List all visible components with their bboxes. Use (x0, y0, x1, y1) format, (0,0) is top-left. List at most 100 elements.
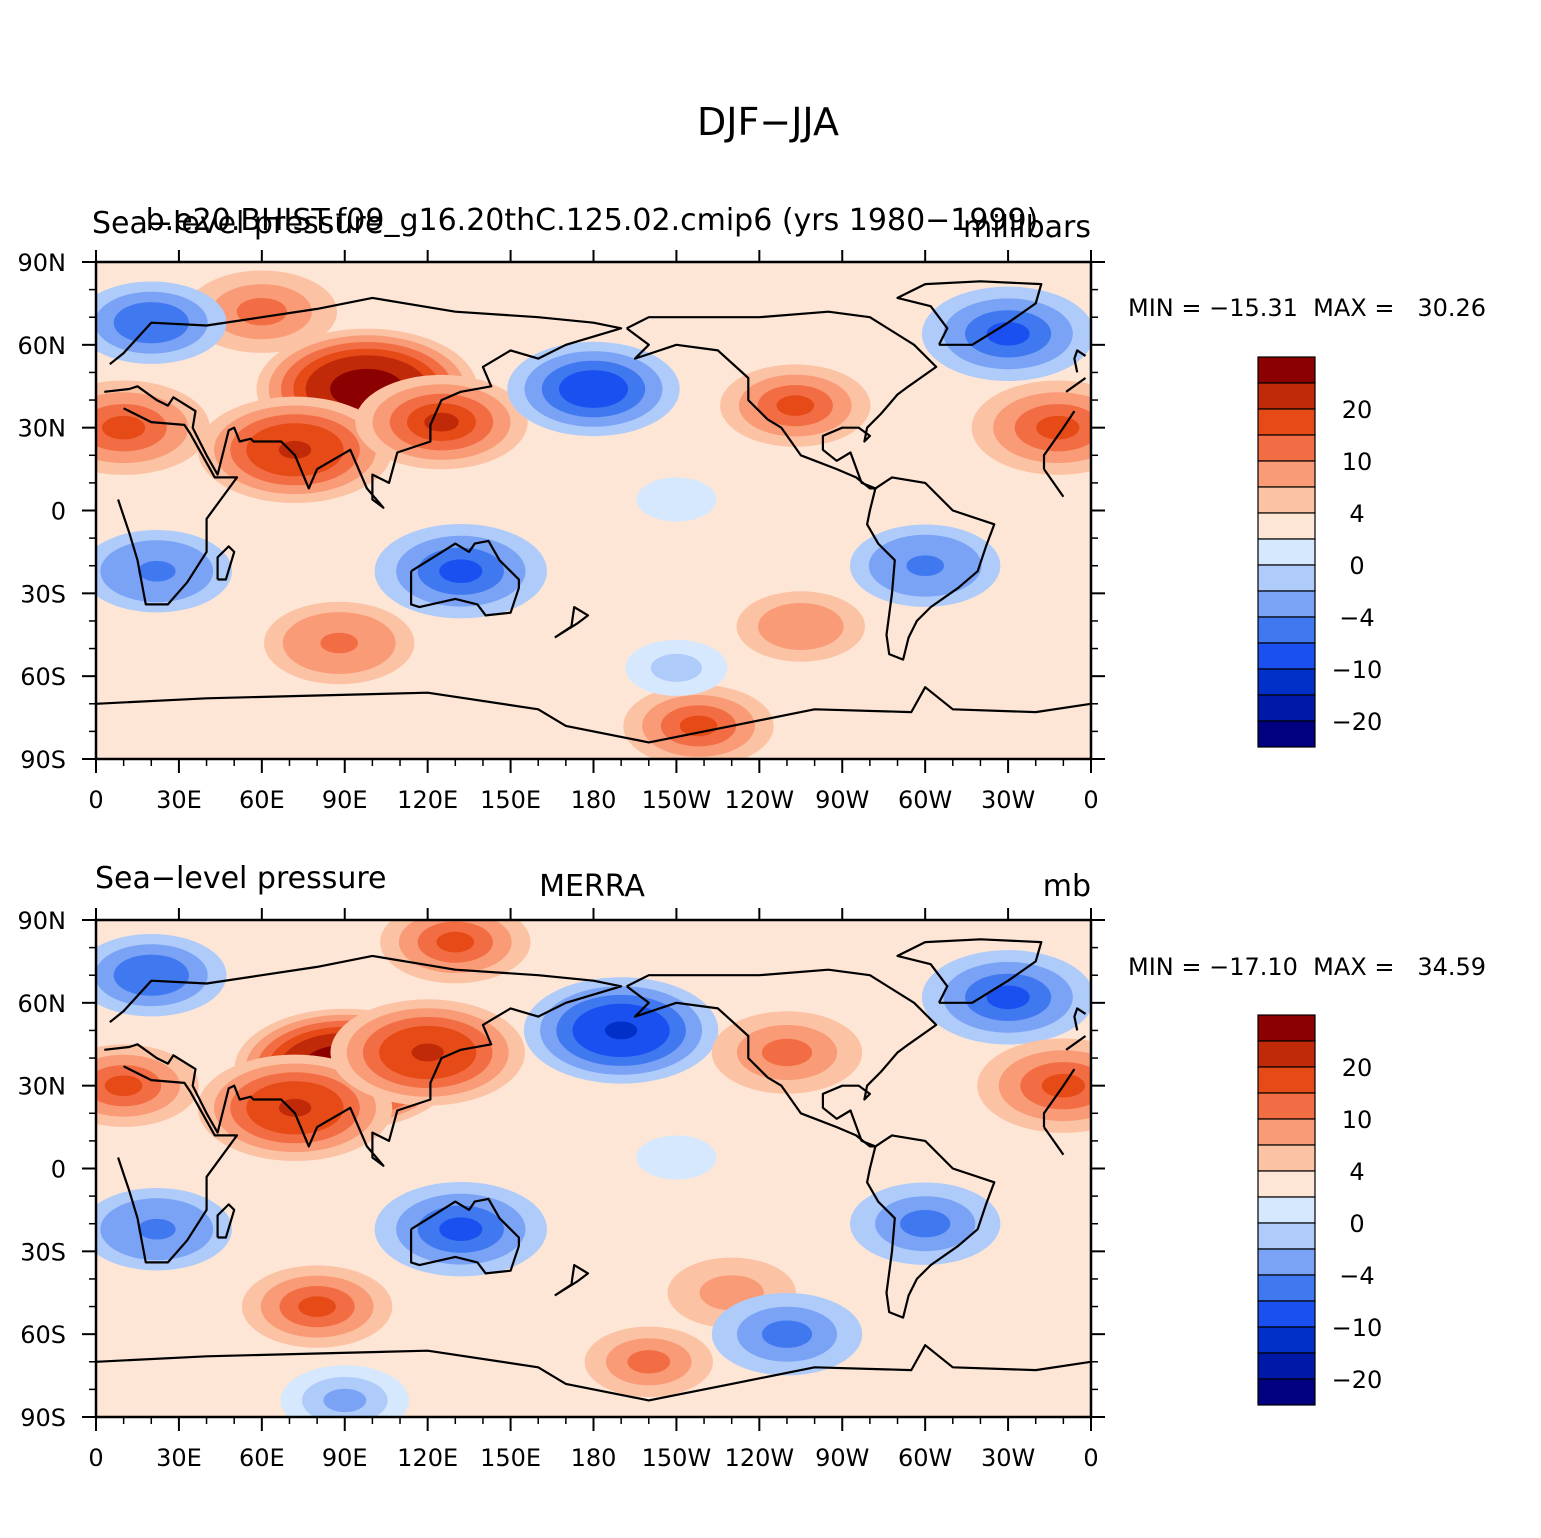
colorbar-label: 20 (1342, 1054, 1373, 1082)
colorbar-swatch (1257, 434, 1316, 462)
y-tick-label: 90N (18, 907, 67, 935)
field-contour (906, 555, 944, 576)
panel-2: Sea−level pressure MERRA mb 0 30E 60E 90E 12… (18, 861, 1487, 1472)
colorbar-swatch (1257, 1378, 1316, 1406)
panel-2-field (96, 920, 1091, 1417)
field-contour (776, 395, 815, 416)
field-contour (604, 1021, 638, 1040)
colorbar-label: 10 (1342, 448, 1373, 476)
field-contour (439, 559, 483, 583)
x-tick-label: 150E (480, 786, 541, 814)
x-tick-label: 120E (397, 1444, 458, 1472)
panel-1-axes: 0 30E 60E 90E 120E 150E 180 150W 120W 90W 60W 30W 09… (18, 249, 1105, 814)
x-tick-label: 90E (322, 1444, 368, 1472)
colorbar-swatch (1257, 460, 1316, 488)
y-tick-label: 0 (51, 498, 66, 526)
field-contour (436, 931, 475, 953)
colorbar-swatch (1257, 642, 1316, 670)
colorbar-swatch (1257, 694, 1316, 722)
x-tick-label: 0 (1083, 786, 1098, 814)
field-contour (779, 614, 823, 639)
y-tick-label: 30N (18, 415, 67, 443)
field-contour (298, 1296, 336, 1317)
colorbar-swatch (1257, 512, 1316, 540)
colorbar-swatch (1257, 590, 1316, 618)
x-tick-label: 60W (898, 1444, 952, 1472)
coastline (896, 280, 1043, 346)
field-contour (986, 322, 1030, 346)
coastline (1073, 349, 1087, 373)
colorbar-swatch (1257, 1248, 1316, 1276)
field-contour (656, 1146, 697, 1169)
colorbar-label: −20 (1332, 708, 1383, 736)
y-tick-label: 60N (18, 332, 67, 360)
coastline (216, 545, 236, 581)
panel-2-colorbar: 20 10 4 0 −4 −10 −20 (1257, 1014, 1383, 1406)
panel-2-left-title: Sea−level pressure (95, 861, 386, 896)
panel-1-center-title: b.e20.BHIST.f09_g16.20thC.125.02.cmip6 (… (146, 203, 1039, 238)
colorbar-label: −4 (1339, 1262, 1374, 1290)
field-contour (278, 440, 312, 459)
colorbar-label: 0 (1349, 1210, 1364, 1238)
field-contour (656, 488, 697, 511)
y-tick-label: 60S (20, 663, 66, 691)
x-tick-label: 90E (322, 786, 368, 814)
panel-1-colorbar: 20 10 4 0 −4 −10 −20 (1257, 356, 1383, 748)
field-contour (138, 1218, 176, 1240)
colorbar-swatch (1257, 486, 1316, 514)
panel-2-right-title: mb (1043, 869, 1091, 904)
panel-1-stats: MIN = −15.31 MAX = 30.26 (1128, 294, 1486, 322)
x-tick-label: 90W (815, 786, 869, 814)
coastline (866, 476, 996, 661)
colorbar-label: −10 (1332, 1314, 1383, 1342)
field-contour (138, 560, 176, 582)
coastline (117, 407, 1076, 606)
panel-2-center-title: MERRA (539, 869, 645, 904)
panel-1-map (96, 262, 1091, 759)
colorbar-label: 0 (1349, 552, 1364, 580)
panel-2-map (96, 920, 1091, 1417)
coastline (104, 954, 1087, 1167)
field-contour (986, 985, 1030, 1010)
x-tick-label: 120E (397, 786, 458, 814)
y-tick-label: 30S (20, 580, 66, 608)
y-tick-label: 0 (51, 1156, 66, 1184)
x-tick-label: 90W (815, 1444, 869, 1472)
y-tick-label: 30N (18, 1073, 67, 1101)
x-tick-label: 150E (480, 1444, 541, 1472)
field-contour (900, 1210, 951, 1238)
panel-1-left-title: Sea−level pressure (92, 206, 383, 241)
x-tick-label: 0 (88, 786, 103, 814)
colorbar-swatch (1257, 564, 1316, 592)
x-tick-label: 150W (642, 1444, 712, 1472)
colorbar-swatch (1257, 616, 1316, 644)
x-tick-label: 30E (156, 1444, 202, 1472)
field-contour (236, 298, 287, 326)
coastline (1073, 1007, 1087, 1031)
x-tick-label: 30W (981, 1444, 1035, 1472)
field-contour (411, 1043, 444, 1062)
panel-2-stats: MIN = −17.10 MAX = 34.59 (1128, 953, 1486, 981)
colorbar-swatch (1257, 1014, 1316, 1042)
colorbar-swatch (1257, 1066, 1316, 1094)
coastline (104, 296, 1087, 509)
coastline (96, 686, 1091, 744)
field-contour (320, 632, 358, 654)
field-contour (576, 379, 611, 399)
field-contour (627, 1350, 671, 1374)
colorbar-swatch (1257, 1040, 1316, 1068)
colorbar-swatch (1257, 356, 1316, 384)
coastline (896, 938, 1043, 1004)
colorbar-swatch (1257, 1170, 1316, 1198)
coastline (117, 1065, 1076, 1264)
colorbar-label: −20 (1332, 1366, 1383, 1394)
coastline (96, 1344, 1091, 1402)
colorbar-swatch (1257, 1274, 1316, 1302)
x-tick-label: 60W (898, 786, 952, 814)
panel-2-coastlines (96, 938, 1091, 1402)
coastline (866, 1134, 996, 1319)
x-tick-label: 60E (239, 1444, 285, 1472)
x-tick-label: 180 (571, 1444, 617, 1472)
y-tick-label: 60N (18, 990, 67, 1018)
y-tick-label: 90S (20, 1404, 66, 1432)
